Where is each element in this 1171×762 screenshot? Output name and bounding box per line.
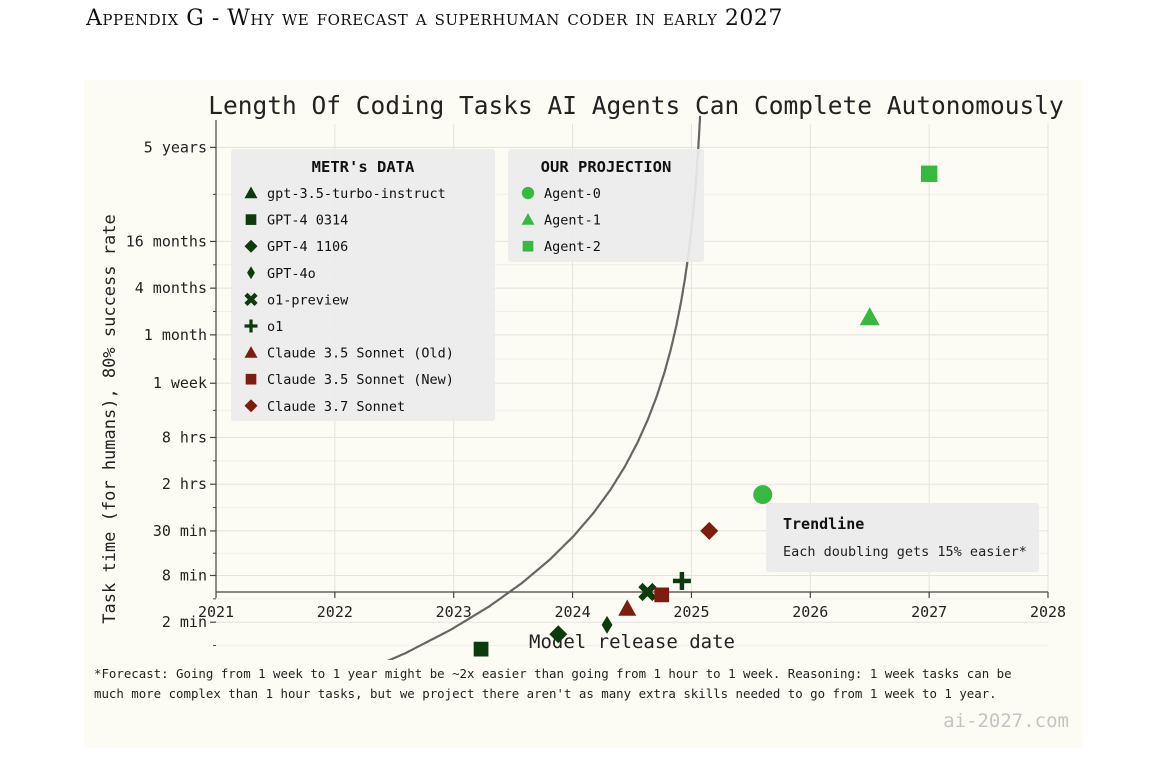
legend-item-label: Agent-2 — [544, 239, 601, 255]
point-claude-3-5-sonnet-old — [618, 599, 637, 616]
point-agent-1 — [859, 307, 880, 326]
y-tick-label: 16 months — [126, 232, 207, 250]
trendline-note-box: Trendline Each doubling gets 15% easier* — [766, 503, 1039, 572]
legends: METR's DATA gpt-3.5-turbo-instruct GPT-4 0… — [231, 149, 704, 421]
chart-panel: Length Of Coding Tasks AI Agents Can Com… — [84, 80, 1083, 748]
point-gpt-4-1106 — [549, 625, 568, 644]
page-heading: Appendix G - Why we forecast a superhuma… — [86, 6, 783, 31]
legend-marker — [245, 373, 257, 385]
legend-marker — [244, 186, 258, 199]
marker-shape — [244, 346, 258, 358]
marker-shape — [549, 625, 568, 644]
point-claude-3-5-sonnet-new — [654, 587, 670, 603]
legend-title: OUR PROJECTION — [541, 158, 672, 176]
trendline-note: Each doubling gets 15% easier* — [783, 544, 1027, 560]
legend-item-label: Claude 3.5 Sonnet (New) — [267, 372, 454, 388]
legend-marker — [521, 213, 535, 225]
legend-marker — [521, 186, 535, 200]
legend-item-label: o1 — [267, 319, 283, 335]
x-tick-label: 2028 — [1030, 603, 1066, 621]
legend-item-label: Agent-0 — [544, 186, 601, 202]
trendline-title: Trendline — [783, 515, 864, 533]
y-tick-label: 2 min — [162, 613, 207, 631]
footnote-line-2: much more complex than 1 hour tasks, but… — [94, 686, 997, 701]
marker-shape — [521, 186, 535, 200]
marker-shape — [522, 240, 534, 252]
x-tick-label: 2023 — [436, 603, 472, 621]
point-gpt-4-0314 — [473, 641, 489, 657]
marker-shape — [618, 599, 637, 616]
y-tick-label: 2 hrs — [162, 475, 207, 493]
legend-marker — [244, 239, 258, 253]
x-tick-label: 2022 — [317, 603, 353, 621]
marker-shape — [244, 399, 258, 413]
marker-shape — [244, 292, 258, 307]
marker-shape — [654, 587, 670, 603]
legend-metr-data: METR's DATA gpt-3.5-turbo-instruct GPT-4 0… — [231, 149, 495, 421]
marker-shape — [679, 571, 685, 590]
legend-our-projection: OUR PROJECTION Agent-0 Agent-1 Agent-2 — [508, 149, 704, 262]
legend-marker — [244, 319, 258, 333]
x-tick-label: 2021 — [198, 603, 234, 621]
legend-item-label: gpt-3.5-turbo-instruct — [267, 186, 446, 202]
marker-shape — [601, 615, 613, 634]
x-tick-label: 2025 — [673, 603, 709, 621]
marker-shape — [249, 319, 253, 333]
marker-shape — [859, 307, 880, 326]
marker-shape — [920, 165, 938, 182]
legend-box — [508, 149, 704, 262]
point-gpt-4o — [601, 615, 613, 634]
legend-title: METR's DATA — [312, 158, 415, 176]
point-agent-0 — [753, 485, 773, 505]
x-tick-label: 2026 — [792, 603, 828, 621]
legend-item-label: Claude 3.5 Sonnet (Old) — [267, 346, 454, 362]
footnote: *Forecast: Going from 1 week to 1 year m… — [94, 664, 1079, 704]
footnote-line-1: *Forecast: Going from 1 week to 1 year m… — [94, 666, 1012, 681]
data-points — [473, 165, 938, 657]
y-tick-label: 1 week — [153, 374, 207, 392]
legend-marker — [247, 266, 255, 280]
marker-shape — [638, 582, 657, 602]
legend-marker — [522, 240, 534, 252]
y-tick-label: 8 min — [162, 566, 207, 584]
chart: Length Of Coding Tasks AI Agents Can Com… — [100, 91, 1066, 660]
point-agent-2 — [920, 165, 938, 182]
point-claude-3-7-sonnet — [700, 521, 719, 540]
legend-item-label: Agent-1 — [544, 213, 601, 229]
marker-shape — [473, 641, 489, 657]
point-o1-preview — [638, 582, 657, 602]
legend-marker — [245, 214, 257, 225]
site-watermark: ai-2027.com — [943, 710, 1069, 732]
legend-item-label: GPT-4 0314 — [267, 213, 348, 229]
legend-item-label: o1-preview — [267, 292, 349, 308]
legend-marker — [244, 292, 258, 307]
marker-shape — [700, 521, 719, 540]
y-tick-label: 30 min — [153, 522, 207, 540]
y-tick-label: 4 months — [135, 279, 207, 297]
y-tick-label: 8 hrs — [162, 428, 207, 446]
x-axis-label: Model release date — [529, 631, 735, 653]
marker-shape — [247, 266, 255, 280]
legend-box — [231, 149, 495, 421]
marker-shape — [244, 239, 258, 253]
marker-shape — [245, 214, 257, 225]
y-tick-label: 5 years — [144, 138, 207, 156]
legend-item-label: GPT-4 1106 — [267, 239, 348, 255]
y-tick-label: 1 month — [144, 326, 207, 344]
x-tick-label: 2027 — [911, 603, 947, 621]
x-tick-label: 2024 — [555, 603, 591, 621]
legend-marker — [244, 346, 258, 358]
marker-shape — [245, 373, 257, 385]
marker-shape — [521, 213, 535, 225]
y-axis-label: Task time (for humans), 80% success rate — [100, 214, 120, 623]
point-o1 — [672, 571, 691, 590]
legend-item-label: GPT-4o — [267, 266, 316, 282]
chart-title: Length Of Coding Tasks AI Agents Can Com… — [208, 91, 1064, 120]
marker-shape — [244, 186, 258, 199]
marker-shape — [753, 485, 773, 505]
legend-marker — [244, 399, 258, 413]
legend-item-label: Claude 3.7 Sonnet — [267, 399, 405, 415]
